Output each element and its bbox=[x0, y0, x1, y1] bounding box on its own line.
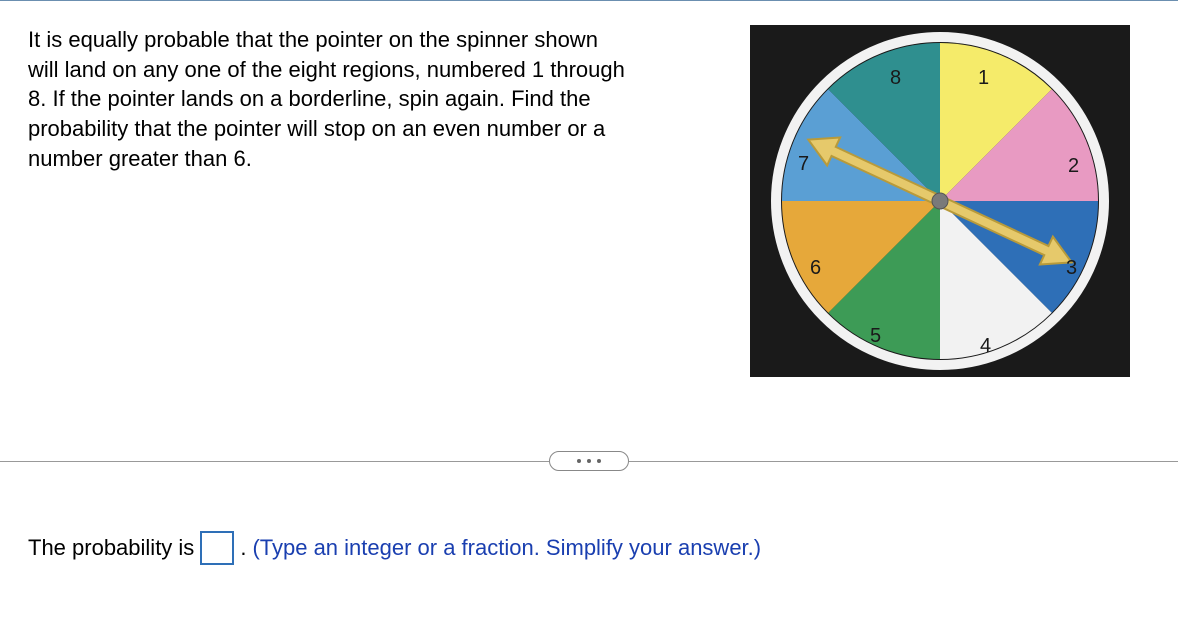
ellipsis-icon bbox=[577, 459, 601, 463]
spinner-label-1: 1 bbox=[978, 67, 989, 90]
divider-line-left bbox=[0, 461, 549, 462]
answer-row: The probability is . (Type an integer or… bbox=[28, 531, 1150, 565]
answer-hint: (Type an integer or a fraction. Simplify… bbox=[252, 535, 761, 561]
spinner-label-4: 4 bbox=[980, 335, 991, 358]
answer-input[interactable] bbox=[200, 531, 234, 565]
answer-prefix: The probability is bbox=[28, 535, 194, 561]
divider-expand-pill[interactable] bbox=[549, 451, 629, 471]
answer-period: . bbox=[240, 535, 246, 561]
divider-line-right bbox=[629, 461, 1178, 462]
spinner-label-8: 8 bbox=[890, 67, 901, 90]
question-text: It is equally probable that the pointer … bbox=[28, 25, 628, 377]
spinner-label-5: 5 bbox=[870, 325, 881, 348]
spinner-label-6: 6 bbox=[810, 257, 821, 280]
spinner-svg bbox=[750, 25, 1130, 377]
spinner-figure: 1 2 3 4 5 6 7 8 bbox=[750, 25, 1130, 377]
spinner-label-3: 3 bbox=[1066, 257, 1077, 280]
section-divider bbox=[0, 451, 1178, 471]
spinner-label-2: 2 bbox=[1068, 155, 1079, 178]
spinner-label-7: 7 bbox=[798, 153, 809, 176]
